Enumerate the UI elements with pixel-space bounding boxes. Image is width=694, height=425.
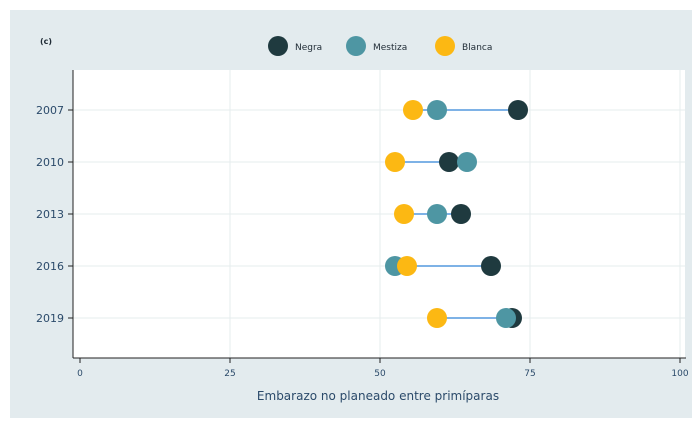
data-points: [385, 100, 528, 328]
panel-label: (c): [40, 37, 52, 46]
point-negra: [508, 100, 528, 120]
point-negra: [439, 152, 459, 172]
legend-marker-negra: [268, 36, 288, 56]
legend-label-negra: Negra: [295, 43, 322, 53]
point-mestiza: [496, 308, 516, 328]
point-blanca: [397, 256, 417, 276]
x-tick-label: 0: [77, 369, 83, 379]
point-blanca: [427, 308, 447, 328]
x-tick-label: 25: [224, 369, 235, 379]
y-tick-labels: 2007 2010 2013 2016 2019: [36, 104, 64, 325]
y-tick-label: 2019: [36, 312, 64, 325]
x-tick-label: 50: [374, 369, 386, 379]
legend-marker-blanca: [435, 36, 455, 56]
legend: Negra Mestiza Blanca: [268, 36, 492, 56]
point-mestiza: [427, 100, 447, 120]
y-tick-label: 2016: [36, 260, 64, 273]
legend-label-blanca: Blanca: [462, 43, 492, 53]
point-negra: [451, 204, 471, 224]
y-tick-label: 2013: [36, 208, 64, 221]
point-blanca: [403, 100, 423, 120]
gridlines: [73, 70, 685, 358]
point-blanca: [385, 152, 405, 172]
x-axis-label: Embarazo no planeado entre primíparas: [257, 389, 499, 403]
point-negra: [481, 256, 501, 276]
legend-marker-mestiza: [346, 36, 366, 56]
point-blanca: [394, 204, 414, 224]
y-tick-label: 2010: [36, 156, 64, 169]
x-tick-label: 75: [524, 369, 535, 379]
point-mestiza: [457, 152, 477, 172]
point-mestiza: [427, 204, 447, 224]
y-tick-label: 2007: [36, 104, 64, 117]
legend-label-mestiza: Mestiza: [373, 43, 407, 53]
axes: [68, 70, 686, 363]
x-tick-labels: 0 25 50 75 100: [77, 369, 689, 379]
x-tick-label: 100: [671, 369, 688, 379]
